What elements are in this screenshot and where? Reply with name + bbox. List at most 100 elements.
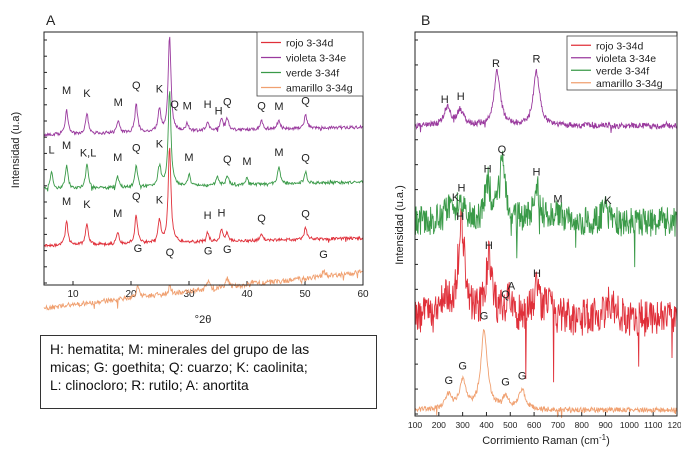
peak-label: Q	[498, 144, 507, 156]
peak-label: G	[518, 371, 527, 383]
peak-label: G	[458, 360, 467, 372]
peak-label: G	[134, 243, 143, 255]
series-line	[43, 147, 364, 248]
panel-b-label: B	[421, 12, 430, 28]
peak-label: K	[83, 88, 91, 100]
series-line	[414, 208, 678, 383]
x-tick-label: 800	[575, 420, 589, 430]
panel-a-legend: rojo 3-34d violeta 3-34e verde 3-34f amaril…	[256, 31, 364, 97]
peak-label: H	[485, 240, 493, 252]
legend-entry: violeta 3-34e	[286, 53, 346, 65]
panel-a-plot: 10 20 30 40 50 60M KMQ KQ M HHQ Q M QL MK,L MQ KM Q MM QM K…	[43, 36, 369, 311]
series-line	[43, 91, 364, 192]
x-tick-label: 200	[432, 420, 446, 430]
x-tick-label: 50	[299, 289, 311, 300]
peak-label: Q	[166, 247, 175, 259]
x-tick-label: 10	[67, 289, 79, 300]
panel-a-label: A	[46, 12, 56, 28]
legend-entry: verde 3-34f	[596, 65, 649, 77]
panel-b-xlabel: Corrimiento Raman (cm-1)	[482, 433, 610, 447]
series-line	[43, 268, 364, 311]
peak-label: H	[215, 106, 223, 118]
x-tick-label: 700	[551, 420, 565, 430]
peak-label: H	[456, 211, 464, 223]
peak-label: H	[484, 163, 492, 175]
peak-label: R	[532, 53, 540, 65]
panel-a-frame	[43, 31, 364, 286]
x-tick-label: 1200	[668, 420, 681, 430]
x-tick-label: 100	[408, 420, 422, 430]
legend-entry: violeta 3-34e	[596, 53, 656, 65]
note-line-1: H: hematita; M: minerales del grupo de l…	[50, 342, 310, 357]
peak-label: Q	[170, 99, 179, 111]
peak-label: M	[183, 100, 192, 112]
peak-label: M	[62, 140, 71, 152]
x-tick-label: 300	[456, 420, 470, 430]
peak-label: R	[492, 58, 500, 70]
peak-label: M	[274, 147, 283, 159]
peak-label: M	[62, 196, 71, 208]
peak-label: K,L	[80, 147, 97, 159]
peak-label: H	[441, 94, 449, 106]
panel-a-ylabel: Intensidad (u.a)	[10, 112, 22, 188]
peak-label: H	[533, 268, 541, 280]
peak-label: G	[445, 375, 454, 387]
x-tick-label: 60	[357, 289, 369, 300]
x-tick-label: 30	[183, 289, 195, 300]
peak-label: M	[113, 152, 122, 164]
peak-label: Q	[301, 209, 310, 221]
peak-label: G	[480, 310, 489, 322]
panel-a-xlabel: °2θ	[195, 314, 212, 326]
series-line	[43, 36, 364, 137]
peak-label: Q	[301, 96, 310, 108]
legend-entry: rojo 3-34d	[596, 40, 643, 52]
peak-label: Q	[257, 213, 266, 225]
legend-entry: amarillo 3-34g	[596, 78, 663, 90]
x-tick-label: 1100	[644, 420, 663, 430]
peak-label: K	[452, 192, 460, 204]
peak-label: Q	[257, 100, 266, 112]
panel-b-plot: 100 200 300 400 500 600 700 800 900 1000 1100 1200 H…	[408, 39, 681, 430]
series-line	[414, 329, 678, 419]
x-tick-label: 20	[125, 289, 137, 300]
peak-label: L	[48, 145, 54, 157]
peak-label: A	[508, 281, 516, 293]
peak-label: Q	[223, 97, 232, 109]
note-line-2: micas; G: goethita; Q: cuarzo; K: caolin…	[50, 360, 308, 375]
peak-label: Q	[223, 154, 232, 166]
panel-b-ylabel: Intensidad (u.a.)	[394, 185, 406, 265]
legend-entry: verde 3-34f	[286, 68, 339, 80]
peak-label: Q	[501, 289, 510, 301]
peak-label: K	[604, 195, 612, 207]
peak-label: G	[223, 244, 232, 256]
series-line	[414, 150, 678, 268]
legend-entry: rojo 3-34d	[286, 38, 333, 50]
peak-label: H	[204, 99, 212, 111]
peak-label: M	[113, 208, 122, 220]
peak-label: M	[62, 85, 71, 97]
peak-label: Q	[301, 153, 310, 165]
peak-label: K	[83, 199, 91, 211]
peak-label: H	[204, 210, 212, 222]
note-line-3: L: clinocloro; R: rutilo; A: anortita	[50, 378, 249, 393]
peak-label: G	[501, 376, 510, 388]
abbreviation-note: H: hematita; M: minerales del grupo de l…	[40, 335, 377, 409]
legend-entry: amarillo 3-34g	[286, 83, 353, 95]
peak-label: Q	[132, 191, 141, 203]
x-tick-label: 500	[503, 420, 517, 430]
peak-label: Q	[132, 143, 141, 155]
peak-label: M	[184, 152, 193, 164]
peak-label: M	[274, 101, 283, 113]
peak-label: K	[156, 195, 164, 207]
peak-label: Q	[132, 80, 141, 92]
peak-label: M	[553, 193, 562, 205]
peak-label: K	[156, 139, 164, 151]
peak-label: H	[457, 183, 465, 195]
x-tick-label: 400	[479, 420, 493, 430]
peak-label: H	[532, 167, 540, 179]
x-tick-label: 40	[241, 289, 253, 300]
peak-label: G	[204, 246, 213, 258]
peak-label: K	[156, 84, 164, 96]
